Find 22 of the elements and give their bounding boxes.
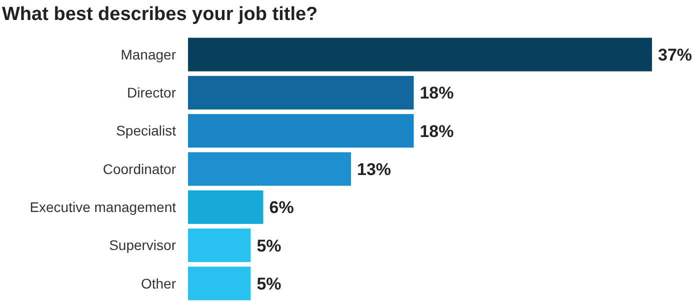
bar [188, 38, 652, 72]
data-label: 18% [420, 84, 454, 103]
data-label: 6% [269, 198, 294, 218]
data-label: 37% [658, 46, 692, 64]
y-tick-label: Other [140, 275, 176, 292]
y-tick-label: Executive management [30, 199, 176, 216]
y-tick-label: Specialist [116, 122, 176, 139]
y-tick-label: Supervisor [109, 237, 176, 254]
y-tick-label: Director [126, 84, 176, 101]
bar [188, 152, 352, 186]
data-label: 5% [256, 236, 282, 256]
data-label: 5% [256, 274, 282, 294]
bar [188, 114, 414, 148]
y-tick-label: Manager [120, 46, 176, 62]
chart-title: What best describes your job title? [2, 4, 318, 25]
data-label: 18% [420, 122, 454, 141]
data-label: 13% [357, 160, 392, 179]
bar [188, 228, 251, 262]
bar [188, 190, 264, 224]
bar [188, 76, 414, 110]
bar [188, 266, 251, 300]
y-tick-label: Coordinator [102, 160, 176, 177]
